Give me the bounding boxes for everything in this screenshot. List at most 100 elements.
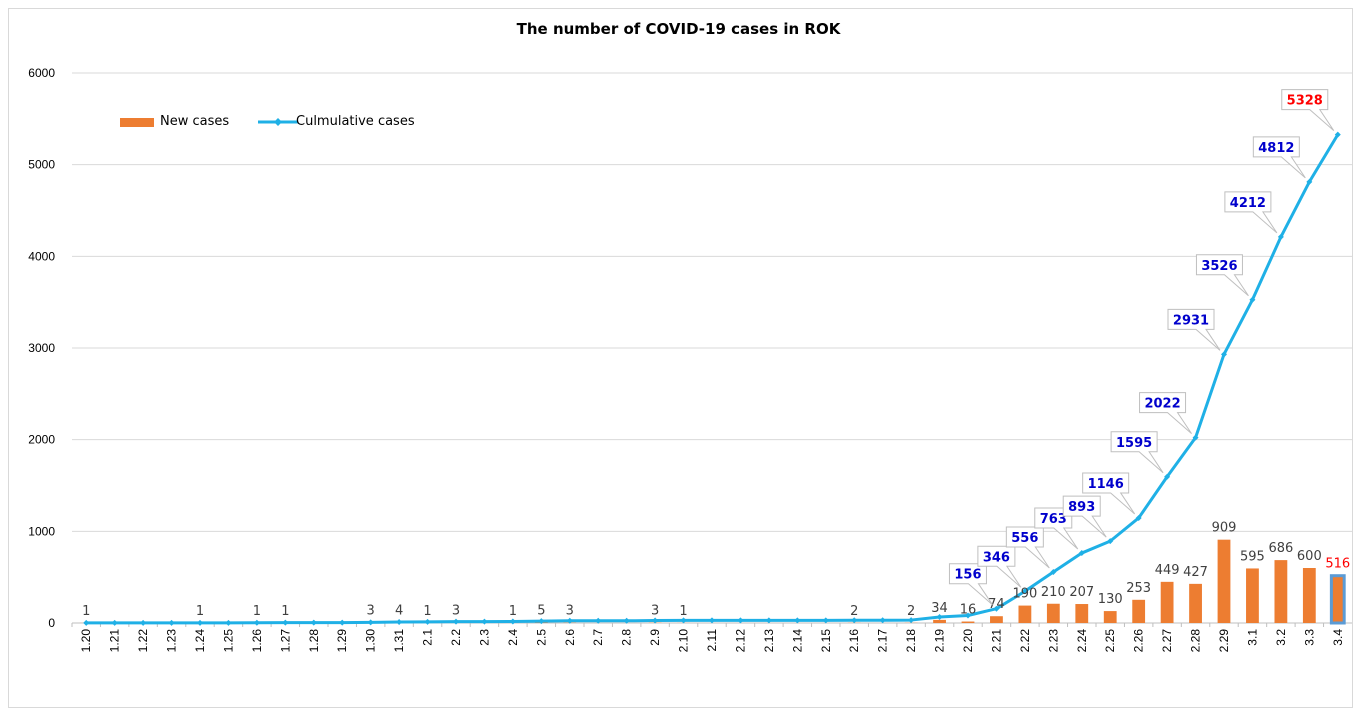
bar-data-label: 1 — [253, 604, 261, 619]
bar-data-label: 3 — [651, 604, 659, 619]
line-data-label: 556 — [1011, 531, 1038, 546]
x-tick-label: 2.3 — [477, 629, 491, 646]
line-data-label: 5328 — [1287, 94, 1323, 109]
x-tick-label: 2.21 — [989, 629, 1003, 653]
x-tick-label: 2.2 — [449, 629, 463, 646]
x-tick-label: 1.29 — [335, 629, 349, 653]
x-tick-label: 2.14 — [790, 629, 804, 653]
x-tick-label: 3.3 — [1302, 629, 1316, 646]
x-tick-label: 2.29 — [1217, 629, 1231, 653]
line-point — [197, 620, 203, 626]
bar-data-label: 3 — [367, 604, 375, 619]
bar-data-label: 449 — [1155, 563, 1180, 578]
x-tick-label: 3.4 — [1331, 629, 1345, 646]
x-tick-label: 2.16 — [847, 629, 861, 653]
line-point — [453, 619, 459, 625]
bar — [1104, 611, 1117, 623]
bar — [1246, 568, 1259, 623]
bar — [990, 616, 1003, 623]
x-tick-label: 1.21 — [108, 629, 122, 653]
bar-data-label: 427 — [1183, 565, 1208, 580]
bar — [1161, 582, 1174, 623]
line-point — [112, 620, 118, 626]
x-tick-label: 1.20 — [79, 629, 93, 653]
bar — [1274, 560, 1287, 623]
x-tick-label: 2.24 — [1075, 629, 1089, 653]
x-tick-label: 1.30 — [364, 629, 378, 653]
x-tick-label: 2.9 — [648, 629, 662, 646]
bar-data-label: 909 — [1212, 521, 1237, 536]
line-data-label: 2022 — [1144, 397, 1180, 412]
x-tick-label: 2.18 — [904, 629, 918, 653]
bar — [962, 622, 975, 623]
x-tick-label: 2.19 — [933, 629, 947, 653]
line-point — [254, 620, 260, 626]
x-tick-label: 3.2 — [1274, 629, 1288, 646]
y-tick-label: 3000 — [28, 341, 55, 355]
bar-data-label: 190 — [1012, 587, 1037, 602]
y-tick-label: 2000 — [28, 433, 55, 447]
x-tick-label: 1.23 — [165, 629, 179, 653]
bar — [1132, 600, 1145, 623]
bar-data-label: 686 — [1268, 541, 1293, 556]
x-tick-label: 2.4 — [506, 629, 520, 646]
bar-data-label: 207 — [1069, 585, 1094, 600]
line-data-label: 3526 — [1201, 259, 1237, 274]
line-data-label: 893 — [1068, 500, 1095, 515]
bar-data-label: 74 — [988, 597, 1005, 612]
x-tick-label: 2.17 — [876, 629, 890, 653]
x-tick-label: 2.25 — [1103, 629, 1117, 653]
x-tick-label: 2.28 — [1189, 629, 1203, 653]
bar — [1018, 606, 1031, 623]
x-tick-label: 2.22 — [1018, 629, 1032, 653]
bar-data-label: 253 — [1126, 581, 1151, 596]
bar-data-label: 600 — [1297, 549, 1322, 564]
line-point — [396, 619, 402, 625]
y-tick-label: 4000 — [28, 249, 55, 263]
x-tick-label: 2.23 — [1046, 629, 1060, 653]
y-tick-label: 5000 — [28, 158, 55, 172]
bar-data-label: 3 — [566, 604, 574, 619]
line-point — [510, 619, 516, 625]
bar-data-label: 3 — [452, 604, 460, 619]
line-point — [368, 619, 374, 625]
line-point — [339, 620, 345, 626]
x-tick-label: 1.27 — [278, 629, 292, 653]
line-point — [83, 620, 89, 626]
x-tick-label: 2.10 — [677, 629, 691, 653]
x-tick-label: 1.25 — [221, 629, 235, 653]
line-point — [880, 617, 886, 623]
bar — [1303, 568, 1316, 623]
x-tick-label: 2.6 — [563, 629, 577, 646]
line-point — [481, 619, 487, 625]
bar-data-label: 34 — [931, 601, 948, 616]
bar-data-label: 1 — [509, 604, 517, 619]
bar — [1047, 604, 1060, 623]
line-data-label: 4812 — [1258, 141, 1294, 156]
line-data-label: 156 — [954, 568, 981, 583]
bar-data-label: 5 — [537, 604, 545, 619]
bar — [1218, 540, 1231, 623]
x-tick-label: 1.24 — [193, 629, 207, 653]
x-tick-label: 2.20 — [961, 629, 975, 653]
x-tick-label: 1.26 — [250, 629, 264, 653]
line-point — [311, 620, 317, 626]
line-point — [225, 620, 231, 626]
bar-data-label: 1 — [281, 604, 289, 619]
x-tick-label: 2.12 — [733, 629, 747, 653]
line-data-label: 1595 — [1116, 436, 1152, 451]
cumulative-line — [86, 135, 1338, 623]
bar-data-label: 2 — [850, 604, 858, 619]
x-tick-label: 2.8 — [620, 629, 634, 646]
line-point — [169, 620, 175, 626]
x-tick-label: 2.7 — [591, 629, 605, 646]
line-data-label: 2931 — [1173, 313, 1209, 328]
line-data-label: 1146 — [1088, 477, 1124, 492]
bar-data-label: 16 — [960, 603, 977, 618]
bar-data-label: 1 — [82, 604, 90, 619]
x-tick-label: 2.26 — [1132, 629, 1146, 653]
x-tick-label: 1.28 — [307, 629, 321, 653]
bar-data-label: 595 — [1240, 549, 1265, 564]
x-tick-label: 2.13 — [762, 629, 776, 653]
